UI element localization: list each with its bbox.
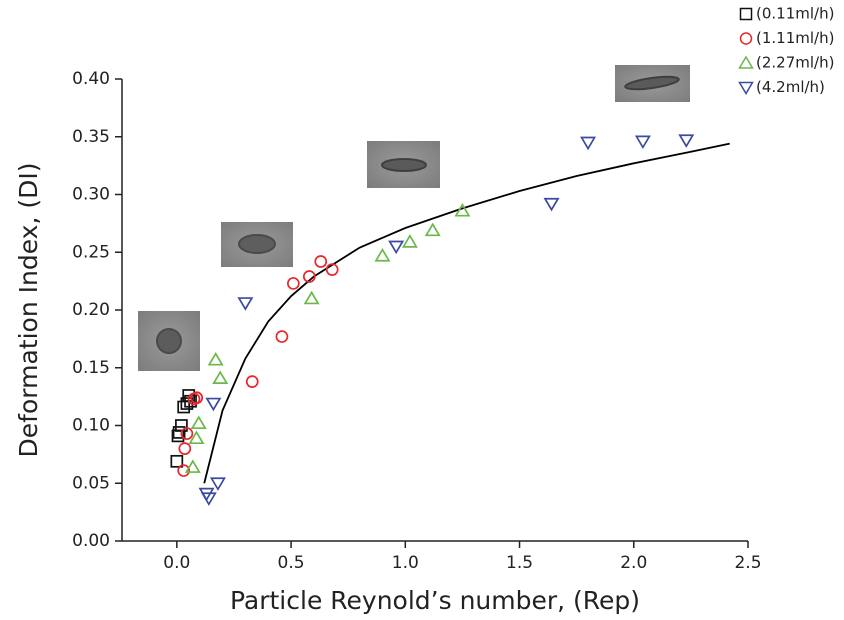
y-tick-label: 0.30: [72, 185, 110, 205]
x-tick-label: 2.0: [620, 553, 647, 573]
micrograph: [138, 311, 200, 371]
legend-label: (1.11ml/h): [756, 29, 834, 47]
data-point: [314, 255, 328, 268]
x-axis-title: Particle Reynold’s number, (Rep): [230, 586, 640, 615]
data-point: [237, 297, 254, 311]
data-point: [303, 290, 320, 305]
legend-marker: [739, 32, 753, 45]
micrograph: [615, 65, 690, 102]
y-tick-label: 0.25: [72, 242, 110, 262]
x-tick-label: 0.0: [163, 553, 190, 573]
data-point: [172, 426, 186, 439]
data-point: [200, 492, 217, 506]
data-point: [212, 370, 229, 384]
data-point: [177, 464, 191, 477]
data-point: [190, 391, 204, 405]
data-point: [388, 240, 405, 255]
y-tick-label: 0.15: [72, 358, 110, 378]
legend-label: (4.2ml/h): [756, 78, 825, 96]
data-point: [188, 430, 205, 445]
data-point: [325, 263, 339, 276]
data-point: [275, 330, 289, 343]
data-point: [190, 415, 207, 430]
x-tick-label: 1.5: [506, 553, 533, 573]
data-point: [580, 136, 597, 151]
y-tick-label: 0.20: [72, 300, 110, 320]
data-point: [374, 248, 391, 262]
data-point: [170, 454, 184, 468]
x-tick-label: 2.5: [734, 553, 761, 573]
data-point: [178, 442, 192, 455]
data-point: [207, 351, 224, 366]
legend-marker: [738, 81, 754, 95]
data-point: [184, 459, 201, 473]
data-point: [401, 234, 418, 248]
data-point: [245, 375, 259, 388]
data-point: [678, 134, 695, 148]
y-tick-label: 0.40: [72, 69, 110, 89]
data-point: [543, 197, 560, 212]
data-point: [634, 135, 651, 150]
data-point: [424, 222, 441, 237]
y-tick-label: 0.05: [72, 473, 110, 493]
micrograph: [221, 222, 293, 267]
x-tick-label: 1.0: [392, 553, 419, 573]
legend-marker: [739, 7, 753, 21]
data-point: [209, 477, 226, 491]
data-point: [180, 427, 194, 440]
legend-label: (2.27ml/h): [756, 54, 834, 72]
data-point: [454, 202, 471, 217]
y-tick-label: 0.10: [72, 416, 110, 436]
y-tick-label: 0.00: [72, 531, 110, 551]
fit-curve: [203, 142, 730, 484]
data-point: [205, 397, 222, 412]
legend-label: (0.11ml/h): [756, 5, 834, 23]
data-point: [302, 270, 316, 283]
data-point: [287, 277, 300, 290]
micrograph: [367, 141, 440, 188]
x-tick-label: 0.5: [278, 553, 305, 573]
y-tick-label: 0.35: [72, 127, 110, 147]
legend-marker: [738, 55, 754, 69]
y-axis-title: Deformation Index, (DI): [14, 163, 43, 458]
